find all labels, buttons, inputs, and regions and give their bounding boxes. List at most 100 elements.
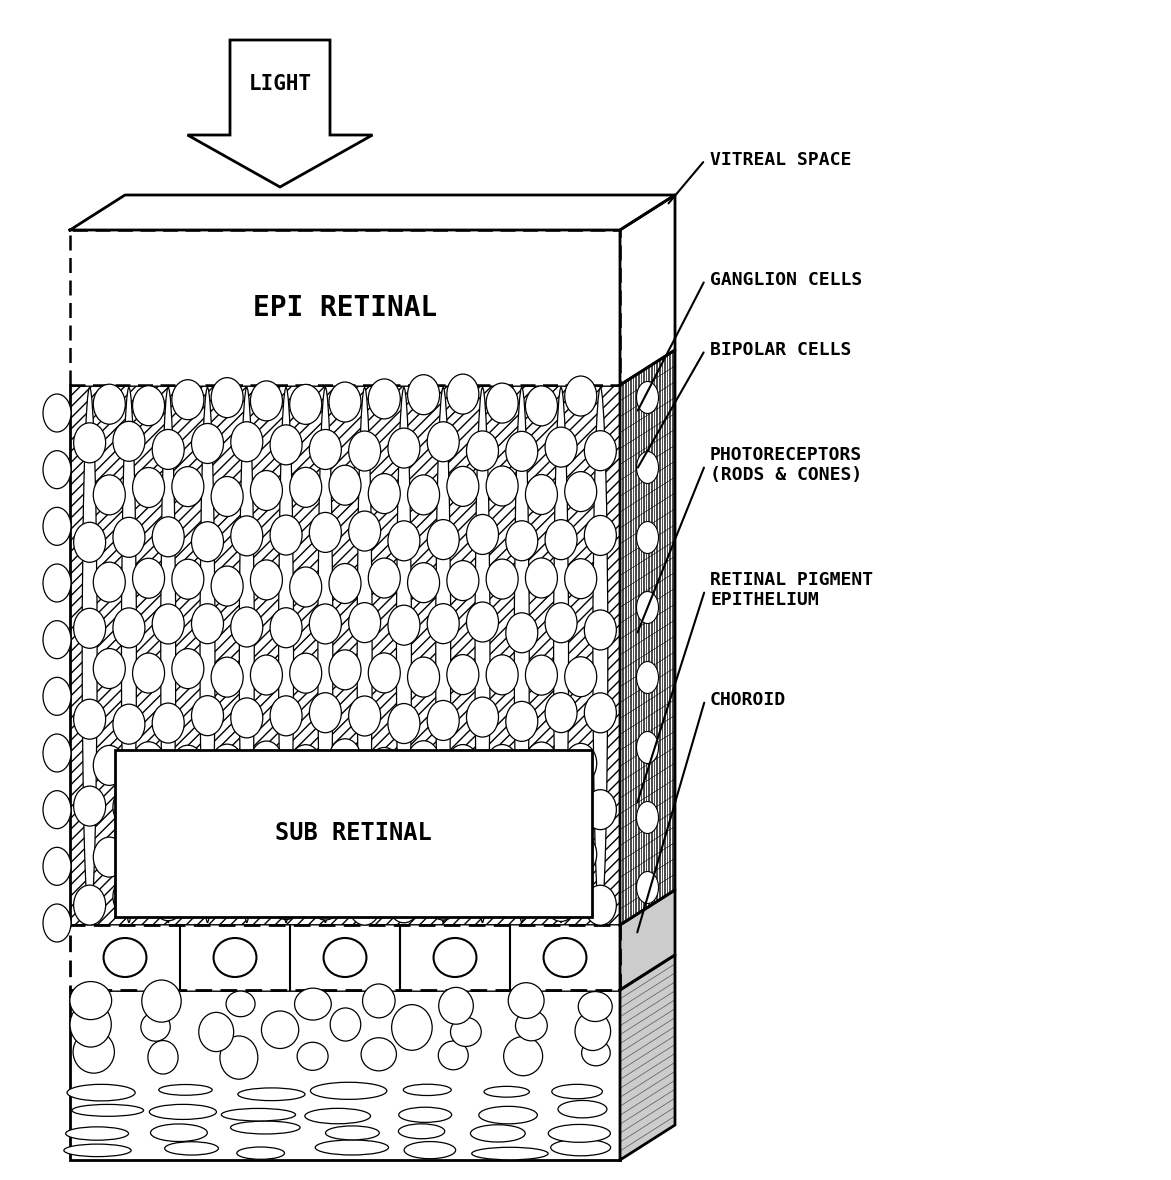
Ellipse shape [329,382,361,422]
Ellipse shape [637,452,658,484]
Text: LIGHT: LIGHT [248,74,311,94]
Ellipse shape [82,387,97,923]
Ellipse shape [508,983,545,1018]
Ellipse shape [271,608,302,648]
Ellipse shape [349,431,381,471]
Ellipse shape [70,982,111,1020]
Ellipse shape [349,696,381,736]
Ellipse shape [237,1147,285,1159]
Ellipse shape [398,1123,445,1139]
Ellipse shape [309,512,342,552]
Polygon shape [619,350,674,925]
Ellipse shape [506,877,537,917]
Ellipse shape [309,430,342,470]
Ellipse shape [427,421,459,461]
Ellipse shape [251,560,282,599]
Ellipse shape [427,880,459,920]
Ellipse shape [466,602,499,642]
Ellipse shape [150,1104,217,1120]
Ellipse shape [326,1126,379,1140]
Ellipse shape [486,830,518,870]
Ellipse shape [466,878,499,918]
Ellipse shape [564,472,597,512]
Ellipse shape [447,560,479,601]
Ellipse shape [132,467,165,507]
Ellipse shape [73,1030,115,1073]
Ellipse shape [388,703,420,743]
Ellipse shape [578,991,612,1022]
Ellipse shape [74,885,105,925]
Ellipse shape [64,1145,131,1156]
Ellipse shape [251,741,282,781]
Ellipse shape [74,609,105,648]
Ellipse shape [369,830,400,870]
Ellipse shape [152,430,184,470]
Ellipse shape [172,649,204,689]
Ellipse shape [584,431,616,471]
Ellipse shape [43,791,71,828]
Ellipse shape [112,704,145,745]
Ellipse shape [466,697,499,738]
Ellipse shape [309,604,342,644]
Ellipse shape [391,1004,432,1050]
Ellipse shape [427,786,459,826]
Ellipse shape [238,1088,304,1101]
Ellipse shape [388,785,420,825]
Ellipse shape [43,621,71,658]
Ellipse shape [251,471,282,511]
Ellipse shape [94,562,125,602]
Ellipse shape [436,387,451,923]
Ellipse shape [74,422,105,463]
Ellipse shape [317,387,333,923]
Ellipse shape [479,1107,537,1123]
Ellipse shape [152,703,184,743]
Ellipse shape [231,607,262,647]
Ellipse shape [43,564,71,602]
Ellipse shape [142,981,182,1022]
Bar [70,385,619,925]
Ellipse shape [199,1012,234,1051]
Ellipse shape [550,1139,610,1156]
Ellipse shape [172,559,204,599]
Ellipse shape [251,830,282,870]
Bar [115,750,593,917]
Ellipse shape [447,466,479,506]
Ellipse shape [103,938,146,977]
Ellipse shape [289,840,322,880]
Ellipse shape [506,788,537,828]
Ellipse shape [486,559,518,599]
Ellipse shape [43,677,71,715]
Ellipse shape [160,387,176,923]
Ellipse shape [112,421,145,461]
Text: CHOROID: CHOROID [710,691,786,709]
Ellipse shape [584,789,616,830]
Ellipse shape [43,394,71,432]
Ellipse shape [584,693,616,733]
Ellipse shape [148,1041,178,1074]
Ellipse shape [132,386,165,426]
Ellipse shape [172,466,204,506]
Ellipse shape [472,1147,548,1160]
Ellipse shape [329,650,361,690]
Ellipse shape [165,1142,218,1155]
Ellipse shape [554,387,569,923]
Ellipse shape [484,1087,529,1097]
Ellipse shape [357,387,372,923]
Ellipse shape [526,839,557,879]
Ellipse shape [637,381,658,413]
Ellipse shape [152,604,184,644]
Ellipse shape [399,1107,452,1122]
Ellipse shape [506,612,537,653]
Ellipse shape [447,834,479,874]
Ellipse shape [172,838,204,878]
Ellipse shape [545,693,577,733]
Ellipse shape [582,1040,610,1066]
Polygon shape [70,195,674,230]
Ellipse shape [261,1011,299,1049]
Ellipse shape [564,834,597,874]
Ellipse shape [200,387,215,923]
Ellipse shape [564,558,597,598]
Ellipse shape [584,610,616,650]
Ellipse shape [315,1140,389,1155]
Ellipse shape [172,746,204,785]
